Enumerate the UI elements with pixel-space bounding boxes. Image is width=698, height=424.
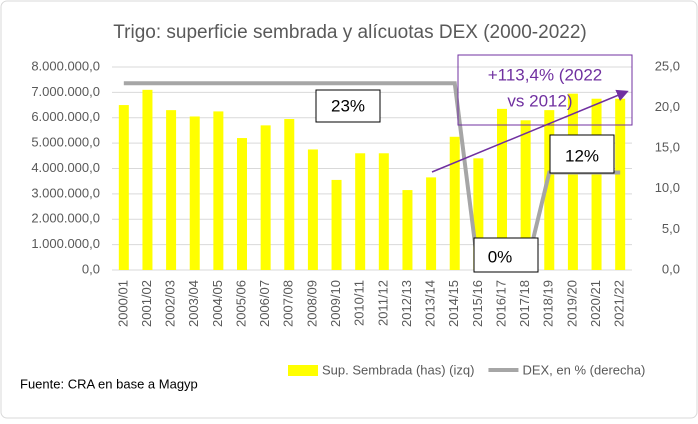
bar — [449, 136, 460, 270]
x-tick-label: 2001/02 — [139, 280, 154, 327]
annotation: vs 2012) — [507, 91, 572, 110]
x-tick-label: 2019/20 — [564, 280, 579, 327]
y-tick-label: 2.000.000,0 — [31, 211, 100, 226]
x-tick-label: 2008/09 — [304, 280, 319, 327]
y-tick-label: 7.000.000,0 — [31, 84, 100, 99]
y2-tick-label: 10,0 — [655, 180, 680, 195]
annotation: 23% — [331, 96, 365, 115]
y2-tick-label: 25,0 — [655, 58, 680, 73]
annotation-arrow — [431, 89, 629, 173]
x-tick-label: 2002/03 — [163, 280, 178, 327]
x-tick-label: 2016/17 — [493, 280, 508, 327]
x-tick-label: 2018/19 — [541, 280, 556, 327]
x-tick-label: 2010/11 — [352, 280, 367, 326]
x-tick-label: 2015/16 — [470, 280, 485, 327]
x-tick-label: 2000/01 — [115, 280, 130, 327]
bar — [497, 108, 507, 271]
x-tick-label: 2013/14 — [423, 280, 438, 327]
x-tick-label: 2006/07 — [257, 280, 272, 327]
x-tick-label: 2004/05 — [210, 280, 225, 327]
bar — [284, 119, 295, 270]
annotation-box — [315, 89, 381, 123]
x-tick-label: 2021/22 — [612, 280, 627, 327]
bar — [378, 153, 389, 270]
bar — [402, 190, 413, 270]
bar — [189, 116, 200, 270]
x-tick-label: 2011/12 — [375, 280, 390, 326]
chart-title: Trigo: superficie sembrada y alícuotas D… — [113, 22, 586, 43]
bar — [355, 153, 366, 270]
x-tick-label: 2014/15 — [446, 280, 461, 327]
bar — [260, 125, 271, 270]
legend-label: DEX, en % (derecha) — [522, 362, 645, 377]
y-tick-label: 5.000.000,0 — [31, 135, 100, 150]
y-tick-label: 6.000.000,0 — [31, 109, 100, 124]
bar — [567, 93, 578, 270]
x-tick-label: 2012/13 — [399, 280, 414, 327]
annotation: 12% — [565, 146, 599, 165]
bar — [520, 120, 531, 270]
bar — [118, 105, 129, 270]
annotation: +113,4% (2022 — [488, 65, 603, 84]
legend-swatch — [288, 365, 318, 376]
y2-tick-label: 20,0 — [655, 99, 680, 114]
bar — [307, 149, 318, 270]
source: Fuente: CRA en base a Magyp — [20, 376, 198, 391]
plot-area: 0,0 1.000.000,0 2.000.000,0 3.000.000,0 4.00… — [31, 58, 680, 377]
line — [123, 81, 621, 272]
y2-tick-label: 0,0 — [662, 261, 680, 276]
x-tick-label: 2017/18 — [517, 280, 532, 327]
annotation-box — [549, 134, 615, 174]
annotation: 0% — [488, 247, 513, 266]
bar — [142, 89, 153, 271]
y-tick-label: 0,0 — [82, 261, 100, 276]
y2-tick-label: 15,0 — [655, 140, 680, 155]
bar — [331, 179, 342, 270]
bar — [213, 111, 224, 270]
x-tick-label: 2020/21 — [588, 280, 603, 327]
bar — [426, 177, 437, 270]
y2-tick-label: 5,0 — [662, 221, 680, 236]
x-tick-label: 2007/08 — [281, 280, 296, 327]
bar — [166, 110, 177, 270]
y-tick-label: 4.000.000,0 — [31, 160, 100, 175]
y-tick-label: 8.000.000,0 — [31, 58, 100, 73]
y-tick-label: 3.000.000,0 — [31, 185, 100, 200]
bar — [591, 98, 602, 270]
bar — [473, 158, 484, 270]
annotation-box — [473, 237, 539, 273]
x-tick-label: 2005/06 — [233, 280, 248, 327]
y-tick-label: 1.000.000,0 — [31, 236, 100, 251]
bar — [615, 98, 626, 270]
x-tick-label: 2009/10 — [328, 280, 343, 327]
bar — [544, 110, 555, 270]
x-tick-label: 2003/04 — [186, 280, 201, 327]
legend-label: Sup. Sembrada (has) (izq) — [322, 362, 474, 377]
bar — [237, 138, 247, 270]
